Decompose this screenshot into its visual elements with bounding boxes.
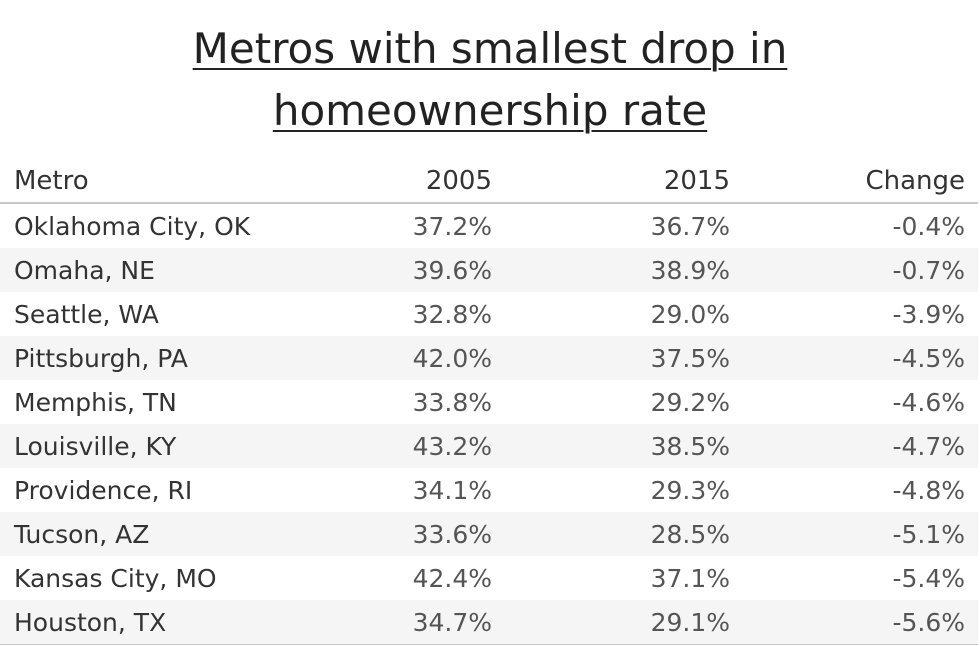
cell-change: -5.6% [892, 607, 965, 637]
cell-change: -3.9% [892, 299, 965, 329]
column-header-2015[interactable]: 2015 [663, 166, 730, 196]
cell-change: -4.5% [892, 343, 965, 373]
cell-change: -0.4% [892, 211, 965, 241]
cell-metro: Providence, RI [14, 475, 193, 505]
cell-metro: Kansas City, MO [14, 563, 217, 593]
chart-title-line-1: Metros with smallest drop in [192, 24, 788, 73]
table-row: Kansas City, MO 42.4% 37.1% -5.4% [0, 556, 978, 600]
table-header-row: Metro 2005 2015 Change [0, 160, 978, 204]
cell-2015: 28.5% [650, 519, 730, 549]
data-table: Metro 2005 2015 Change Oklahoma City, OK… [0, 160, 978, 645]
table-row: Houston, TX 34.7% 29.1% -5.6% [0, 600, 978, 644]
table-row: Louisville, KY 43.2% 38.5% -4.7% [0, 424, 978, 468]
cell-metro: Seattle, WA [14, 299, 159, 329]
cell-2005: 39.6% [412, 255, 492, 285]
table-row: Memphis, TN 33.8% 29.2% -4.6% [0, 380, 978, 424]
cell-metro: Oklahoma City, OK [14, 211, 251, 241]
chart-title: Metros with smallest drop in homeownersh… [0, 18, 980, 142]
cell-2005: 34.7% [412, 607, 492, 637]
cell-change: -4.8% [892, 475, 965, 505]
cell-2015: 38.5% [650, 431, 730, 461]
column-header-change[interactable]: Change [865, 166, 965, 196]
cell-2015: 29.3% [650, 475, 730, 505]
table-row: Providence, RI 34.1% 29.3% -4.8% [0, 468, 978, 512]
table-row: Oklahoma City, OK 37.2% 36.7% -0.4% [0, 204, 978, 248]
cell-change: -5.1% [892, 519, 965, 549]
cell-2015: 37.5% [650, 343, 730, 373]
table-row: Seattle, WA 32.8% 29.0% -3.9% [0, 292, 978, 336]
table-row: Tucson, AZ 33.6% 28.5% -5.1% [0, 512, 978, 556]
table-body: Oklahoma City, OK 37.2% 36.7% -0.4% Omaha, N… [0, 204, 978, 645]
table-row: Omaha, NE 39.6% 38.9% -0.7% [0, 248, 978, 292]
cell-2005: 42.4% [412, 563, 492, 593]
cell-change: -4.6% [892, 387, 965, 417]
cell-2015: 29.0% [650, 299, 730, 329]
cell-metro: Memphis, TN [14, 387, 177, 417]
column-header-2005[interactable]: 2005 [425, 166, 492, 196]
cell-2005: 33.6% [412, 519, 492, 549]
cell-change: -5.4% [892, 563, 965, 593]
cell-2005: 42.0% [412, 343, 492, 373]
cell-change: -4.7% [892, 431, 965, 461]
cell-metro: Louisville, KY [14, 431, 177, 461]
table-row: Pittsburgh, PA 42.0% 37.5% -4.5% [0, 336, 978, 380]
cell-2015: 37.1% [650, 563, 730, 593]
cell-2005: 37.2% [412, 211, 492, 241]
cell-2015: 38.9% [650, 255, 730, 285]
cell-2005: 34.1% [412, 475, 492, 505]
cell-2015: 36.7% [650, 211, 730, 241]
cell-metro: Omaha, NE [14, 255, 155, 285]
cell-change: -0.7% [892, 255, 965, 285]
cell-metro: Pittsburgh, PA [14, 343, 188, 373]
cell-2005: 32.8% [412, 299, 492, 329]
cell-2015: 29.1% [650, 607, 730, 637]
chart-title-line-2: homeownership rate [272, 86, 708, 135]
cell-2005: 43.2% [412, 431, 492, 461]
cell-2005: 33.8% [412, 387, 492, 417]
column-header-metro[interactable]: Metro [14, 166, 89, 196]
cell-metro: Tucson, AZ [14, 519, 150, 549]
cell-metro: Houston, TX [14, 607, 167, 637]
cell-2015: 29.2% [650, 387, 730, 417]
